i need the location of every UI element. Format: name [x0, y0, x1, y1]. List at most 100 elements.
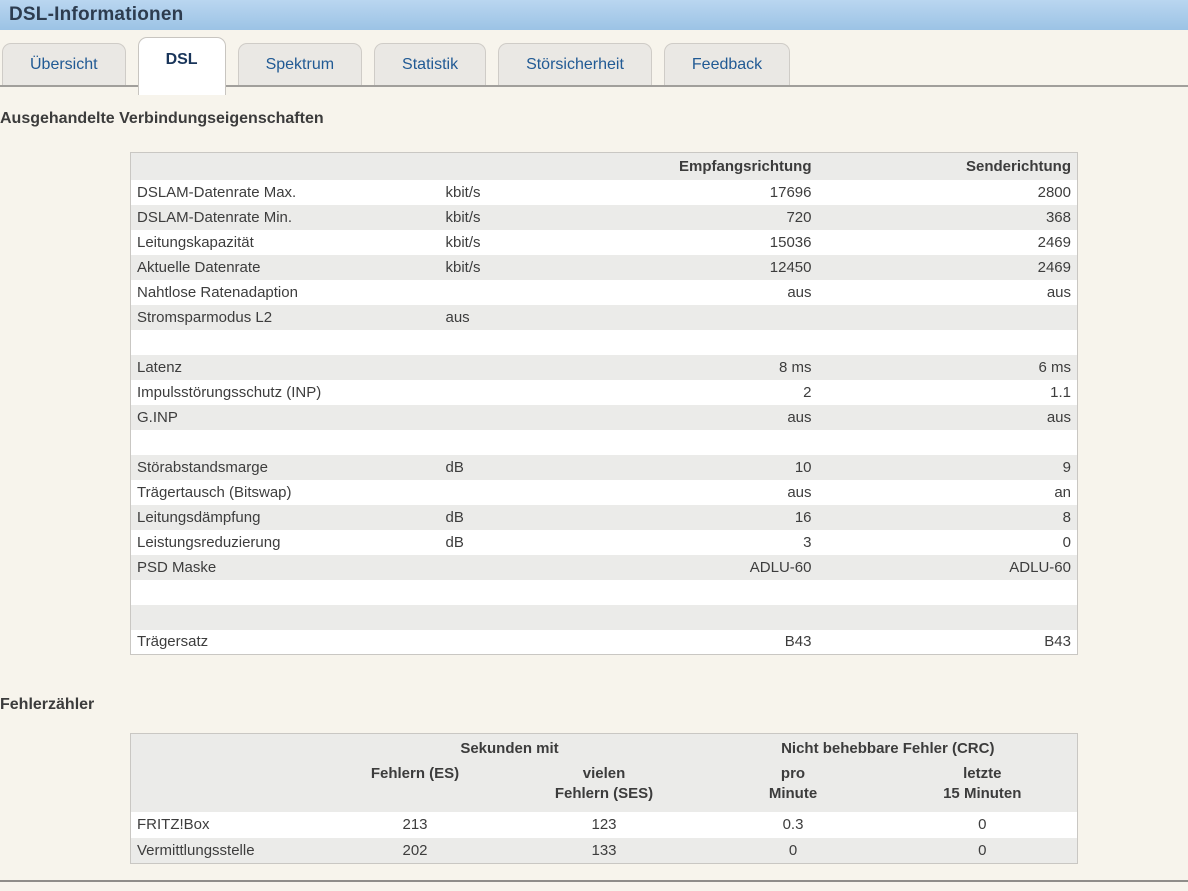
row-unit: kbit/s [445, 258, 481, 276]
row-label: FRITZ!Box [137, 816, 210, 833]
row-receive-value: 16 [794, 508, 812, 526]
row-send-value: 2800 [1037, 183, 1071, 201]
table-row: Leitungskapazität kbit/s 15036 2469 [130, 229, 1078, 255]
row-unit [446, 380, 558, 405]
row-receive-value: 12450 [769, 258, 812, 276]
row-receive-value [558, 305, 818, 330]
col-header-ses: vielen Fehlern (SES) [509, 759, 699, 812]
row-label: Trägersatz [137, 633, 209, 651]
row-label [131, 430, 446, 455]
row-send-value: aus [1046, 408, 1071, 426]
error-section-heading: Fehlerzähler [0, 696, 95, 713]
row-send-value: 0 [1062, 533, 1071, 551]
header-receive: Empfangsrichtung [557, 152, 818, 180]
header-send: Senderichtung [817, 152, 1078, 180]
row-es-value: 202 [402, 841, 428, 859]
table-row: G.INP aus aus [130, 404, 1078, 430]
table-row: Trägertausch (Bitswap) aus an [130, 479, 1078, 505]
table-row: DSLAM-Datenrate Max. kbit/s 17696 2800 [130, 179, 1078, 205]
table-row: Störabstandsmarge dB 10 9 [130, 454, 1078, 480]
group-header-seconds: Sekunden mit [320, 733, 699, 760]
row-label [131, 330, 446, 355]
connection-table-header-row: Empfangsrichtung Senderichtung [130, 152, 1078, 180]
row-unit [446, 280, 558, 305]
row-receive-value: 3 [803, 533, 812, 551]
row-unit [446, 555, 558, 580]
tab-spektrum[interactable]: Spektrum [237, 43, 363, 85]
row-receive-value: 10 [794, 458, 812, 476]
table-row-spacer [130, 329, 1078, 355]
table-row: Trägersatz B43 B43 [130, 629, 1078, 655]
tab-feedback[interactable]: Feedback [663, 43, 791, 85]
row-send-value: 2469 [1037, 258, 1071, 276]
row-receive-value: aus [787, 283, 812, 301]
row-unit [446, 480, 558, 505]
row-unit: aus [445, 308, 470, 326]
row-send-value: 6 ms [1038, 358, 1071, 376]
row-unit [446, 630, 558, 655]
tab-statistik[interactable]: Statistik [374, 43, 487, 85]
row-label: Stromsparmodus L2 [137, 308, 273, 326]
connection-table: Empfangsrichtung Senderichtung DSLAM-Dat… [130, 152, 1078, 655]
row-label: PSD Maske [137, 558, 217, 576]
row-label: DSLAM-Datenrate Min. [137, 208, 293, 226]
col-header-last-15: letzte 15 Minuten [887, 759, 1078, 812]
row-label: G.INP [137, 408, 178, 426]
row-label: Vermittlungsstelle [137, 841, 255, 859]
row-label: DSLAM-Datenrate Max. [137, 183, 297, 201]
table-row: Leitungsdämpfung dB 16 8 [130, 504, 1078, 530]
table-row: Aktuelle Datenrate kbit/s 12450 2469 [130, 254, 1078, 280]
row-send-value: 1.1 [1050, 383, 1071, 401]
table-row: FRITZ!Box 213 123 0.3 0 [130, 811, 1078, 838]
row-ses-value: 133 [591, 841, 617, 859]
group-header-empty [130, 733, 321, 760]
col-header-per-minute: pro Minute [698, 759, 888, 812]
row-last-15-value: 0 [978, 816, 987, 833]
row-unit: kbit/s [445, 183, 481, 201]
table-row-spacer [130, 429, 1078, 455]
bottom-divider [0, 880, 1188, 882]
row-label: Aktuelle Datenrate [137, 258, 261, 276]
row-unit [446, 405, 558, 430]
table-row: Leistungsreduzierung dB 3 0 [130, 529, 1078, 555]
row-receive-value: ADLU-60 [749, 558, 812, 576]
table-row: DSLAM-Datenrate Min. kbit/s 720 368 [130, 204, 1078, 230]
tab-bar: Übersicht DSL Spektrum Statistik Störsic… [0, 37, 1188, 95]
tab-uebersicht[interactable]: Übersicht [2, 43, 126, 85]
row-receive-value: 15036 [769, 233, 812, 251]
row-send-value: aus [1046, 283, 1071, 301]
row-send-value: ADLU-60 [1009, 558, 1071, 576]
row-label: Störabstandsmarge [137, 458, 268, 476]
row-receive-value: 17696 [769, 183, 812, 201]
row-label: Leistungsreduzierung [137, 533, 281, 551]
connection-section-heading: Ausgehandelte Verbindungseigenschaften [0, 110, 324, 127]
col-header-es: Fehlern (ES) [320, 759, 510, 812]
row-unit: dB [445, 508, 464, 526]
row-send-value: 2469 [1037, 233, 1071, 251]
error-table: Sekunden mit Nicht behebbare Fehler (CRC… [130, 733, 1079, 864]
row-label: Leitungsdämpfung [137, 508, 261, 526]
table-row: Vermittlungsstelle 202 133 0 0 [130, 837, 1078, 864]
row-per-minute-value: 0.3 [782, 816, 804, 833]
row-receive-value: 8 ms [778, 358, 812, 376]
row-label: Latenz [137, 358, 183, 376]
table-row: Latenz 8 ms 6 ms [130, 354, 1078, 380]
row-send-value: 368 [1045, 208, 1071, 226]
row-send-value: an [1054, 483, 1071, 501]
tab-stoersicherheit[interactable]: Störsicherheit [498, 43, 652, 85]
row-send-value: 8 [1062, 508, 1071, 526]
row-unit: kbit/s [445, 233, 481, 251]
row-unit: kbit/s [445, 208, 481, 226]
row-receive-value: 2 [803, 383, 812, 401]
table-row: Stromsparmodus L2 aus [130, 304, 1078, 330]
header-label-col [130, 152, 446, 180]
row-label: Trägertausch (Bitswap) [137, 483, 292, 501]
row-ses-value: 123 [591, 816, 617, 833]
page-title: DSL-Informationen [9, 4, 184, 25]
table-row-spacer [130, 579, 1078, 605]
tab-dsl[interactable]: DSL [137, 37, 226, 95]
header-band: DSL-Informationen [0, 0, 1188, 30]
row-unit: dB [445, 458, 464, 476]
row-send-value: 9 [1062, 458, 1071, 476]
row-send-value [818, 305, 1078, 330]
